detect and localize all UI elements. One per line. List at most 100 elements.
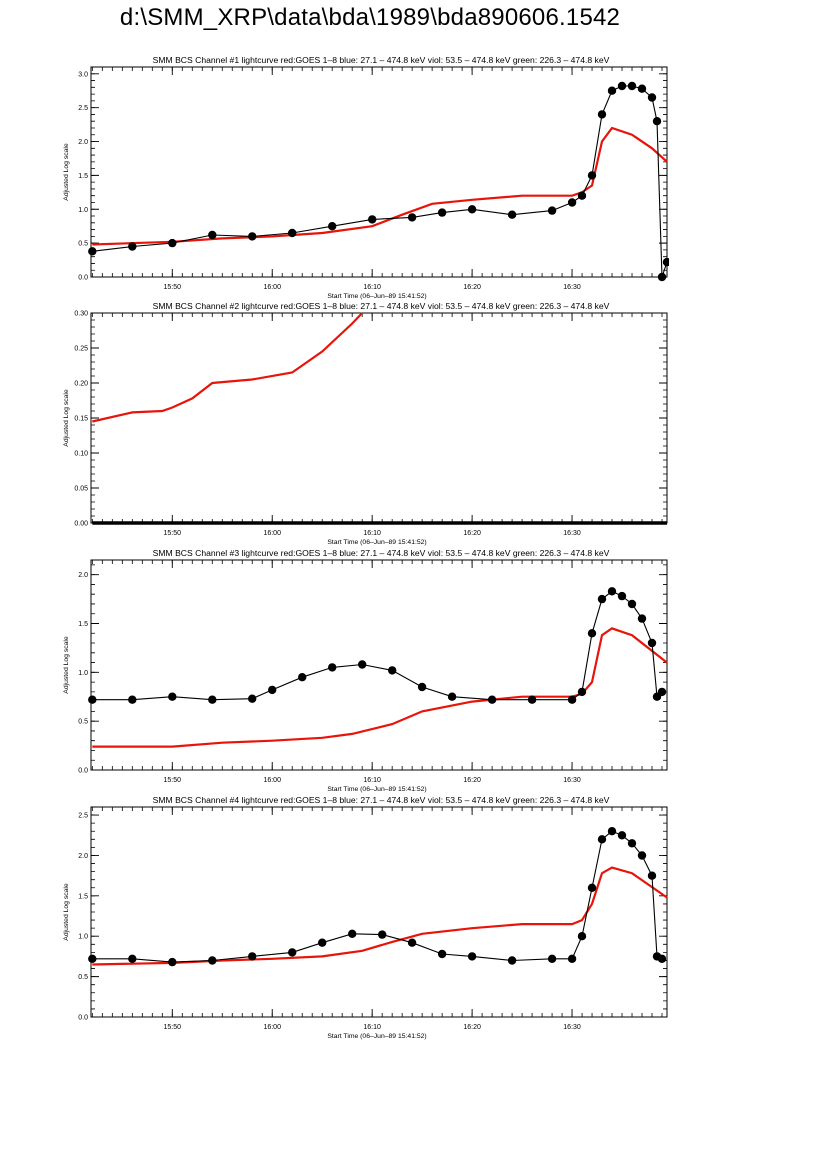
y-tick-label: 2.0 [78,853,88,860]
bcs-point [128,954,137,963]
bcs-point [208,956,217,965]
bcs-point [128,695,137,704]
x-axis-label-3: Start Time (06–Jun–89 15:41:52) [327,786,426,793]
y-tick-label: 2.5 [78,813,88,820]
bcs-point [657,272,667,282]
chart-title-3: SMM BCS Channel #3 lightcurve red:GOES 1… [153,548,610,558]
x-tick-label: 16:10 [363,777,381,784]
bcs-point [168,238,177,248]
minor-ticks-1 [91,66,667,278]
y-tick-label: 1.0 [78,934,88,941]
bcs-point [657,687,667,697]
bcs-point [288,948,297,957]
bcs-point [88,954,97,963]
x-tick-label: 16:30 [563,284,581,291]
bcs-point [417,682,427,692]
bcs-point [597,110,607,119]
bcs-point [467,952,477,961]
bcs-point [637,614,647,623]
bcs-point [627,599,637,609]
y-tick-label: 2.5 [78,105,88,112]
x-tick-label: 16:00 [263,1024,281,1031]
bcs-curve-4 [92,830,663,963]
y-tick-label: 1.5 [78,893,88,900]
x-tick-label: 16:10 [363,530,381,537]
y-tick-label: 1.0 [78,207,88,214]
minor-ticks-4 [91,806,667,1018]
bcs-point [368,215,377,224]
bcs-curve-3 [92,590,663,701]
bcs-point [248,952,257,961]
bcs-point [577,191,587,200]
y-tick-label: 0.00 [74,521,88,528]
plot-frame-1 [90,66,668,278]
y-tick-label: 0.15 [74,416,88,423]
bcs-point [388,666,397,675]
x-tick-label: 16:30 [563,1024,581,1031]
x-tick-label: 16:10 [363,284,381,291]
bcs-point [567,198,577,207]
x-tick-label: 16:20 [463,777,481,784]
bcs-point [407,938,417,947]
bcs-point [318,938,327,947]
bcs-point [328,222,337,231]
bcs-point [128,242,137,251]
bcs-point [607,827,617,836]
y-tick-label: 2.0 [78,572,88,579]
bcs-point [437,949,447,959]
y-axis-label-2: Adjusted Log scale [63,389,70,447]
bcs-point [617,591,627,601]
bcs-point [652,117,662,126]
x-tick-label: 16:00 [263,777,281,784]
bcs-point [662,257,669,267]
x-tick-label: 16:00 [263,284,281,291]
x-tick-label: 16:00 [263,530,281,537]
y-tick-label: 2.0 [78,139,88,146]
bcs-point [407,213,417,222]
bcs-point [547,954,557,963]
y-tick-label: 0.5 [78,241,88,248]
x-tick-label: 15:50 [164,284,182,291]
bcs-point [298,673,307,682]
bcs-point [378,930,387,939]
bcs-point [657,954,667,963]
goes-curve-1 [92,126,668,246]
minor-ticks-3 [91,560,667,771]
y-axis-label-3: Adjusted Log scale [63,636,70,694]
y-tick-label: 1.0 [78,670,88,677]
x-tick-label: 15:50 [164,1024,182,1031]
x-axis-label-2: Start Time (06–Jun–89 15:41:52) [327,539,426,546]
goes-curve-3 [92,627,668,748]
chart-title-4: SMM BCS Channel #4 lightcurve red:GOES 1… [153,795,610,805]
bcs-point [577,932,587,941]
plot-frame-3 [90,559,668,771]
bcs-point [567,695,577,704]
bcs-point [637,84,647,93]
y-axis-label-4: Adjusted Log scale [63,883,70,941]
bcs-point [617,831,627,840]
y-tick-label: 0.10 [74,451,88,458]
bcs-point [447,692,457,701]
y-tick-label: 1.5 [78,173,88,180]
plot-frame-2 [90,312,668,524]
bcs-point [168,692,177,701]
y-axis-label-1: Adjusted Log scale [63,143,70,201]
bcs-point [268,685,277,695]
minor-ticks-2 [91,312,667,524]
page-title: d:\SMM_XRP\data\bda\1989\bda890606.1542 [119,4,621,31]
bcs-point [467,205,477,214]
bcs-point [587,883,597,892]
bcs-point [627,81,637,91]
y-tick-label: 0.5 [78,974,88,981]
bcs-point [597,835,607,844]
bcs-point [527,695,537,704]
y-tick-label: 0.20 [74,381,88,388]
y-tick-label: 0.05 [74,486,88,493]
bcs-point [88,695,97,704]
bcs-point [637,851,647,860]
y-tick-label: 3.0 [78,71,88,78]
bcs-point [567,954,577,963]
bcs-point [647,638,657,648]
bcs-point [627,839,637,848]
bcs-point [208,695,217,704]
